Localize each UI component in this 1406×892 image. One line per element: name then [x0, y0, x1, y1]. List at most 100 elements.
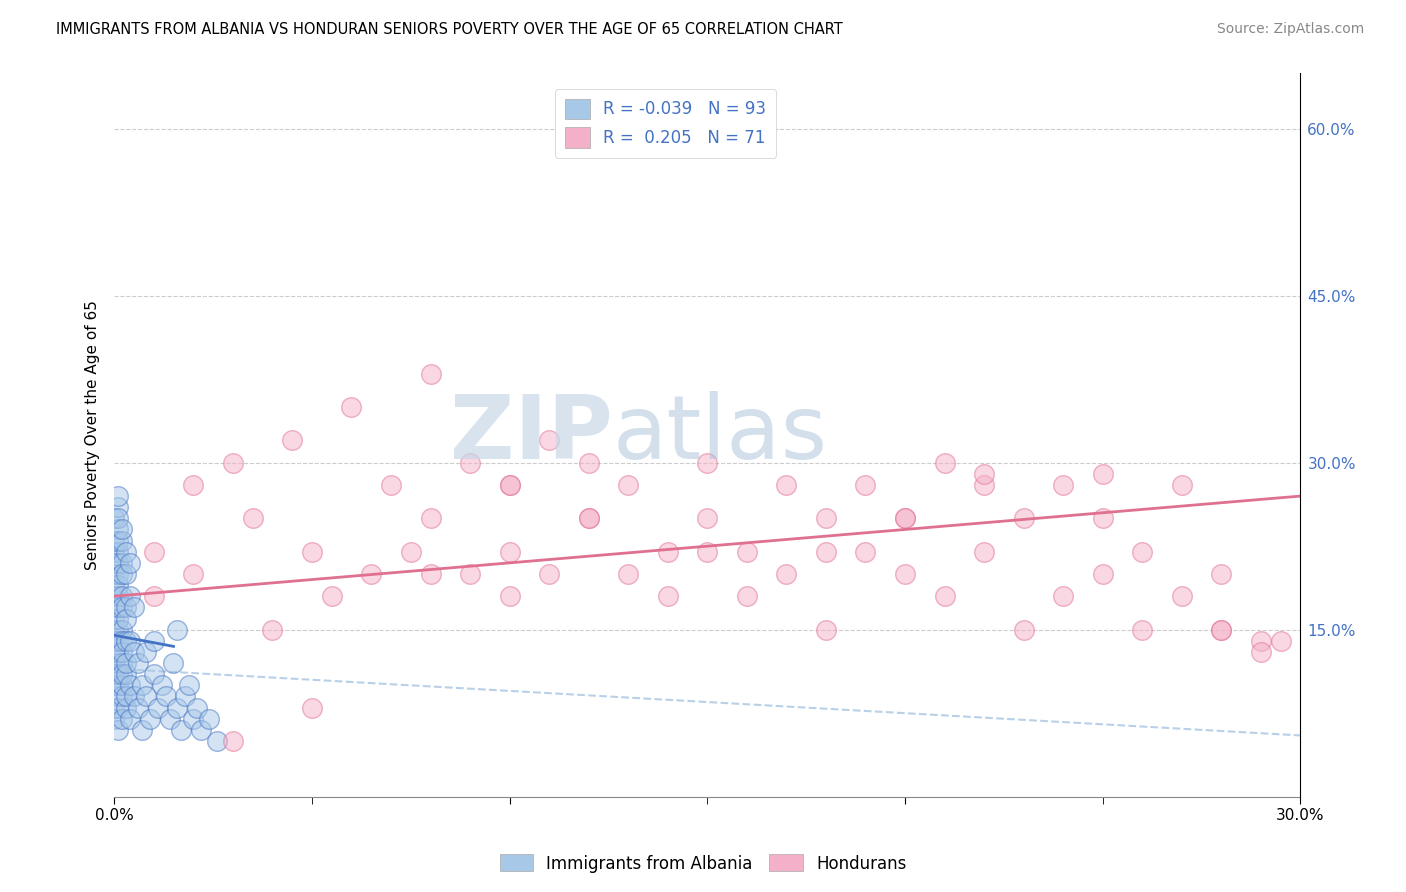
- Point: [1091, 467, 1114, 481]
- Point: [775, 478, 797, 492]
- Point: [170, 723, 193, 737]
- Point: [578, 511, 600, 525]
- Point: [131, 678, 153, 692]
- Point: [127, 656, 149, 670]
- Point: [107, 545, 129, 559]
- Point: [166, 623, 188, 637]
- Point: [103, 712, 125, 726]
- Point: [281, 434, 304, 448]
- Point: [1250, 645, 1272, 659]
- Point: [103, 667, 125, 681]
- Point: [1211, 623, 1233, 637]
- Point: [111, 600, 134, 615]
- Point: [111, 589, 134, 603]
- Point: [222, 734, 245, 748]
- Point: [107, 578, 129, 592]
- Y-axis label: Seniors Poverty Over the Age of 65: Seniors Poverty Over the Age of 65: [86, 300, 100, 570]
- Point: [190, 723, 212, 737]
- Point: [1052, 589, 1074, 603]
- Point: [498, 545, 520, 559]
- Point: [617, 566, 640, 581]
- Point: [107, 556, 129, 570]
- Point: [115, 633, 138, 648]
- Point: [111, 678, 134, 692]
- Point: [115, 690, 138, 704]
- Point: [107, 611, 129, 625]
- Point: [107, 700, 129, 714]
- Point: [360, 566, 382, 581]
- Point: [107, 589, 129, 603]
- Point: [139, 712, 162, 726]
- Point: [814, 545, 837, 559]
- Point: [107, 723, 129, 737]
- Point: [103, 623, 125, 637]
- Point: [340, 400, 363, 414]
- Point: [127, 700, 149, 714]
- Point: [1091, 566, 1114, 581]
- Point: [174, 690, 197, 704]
- Point: [142, 545, 165, 559]
- Point: [1171, 589, 1194, 603]
- Point: [934, 456, 956, 470]
- Text: atlas: atlas: [613, 392, 828, 478]
- Point: [155, 690, 177, 704]
- Point: [115, 611, 138, 625]
- Point: [1211, 623, 1233, 637]
- Point: [735, 545, 758, 559]
- Text: ZIP: ZIP: [450, 392, 613, 478]
- Point: [111, 523, 134, 537]
- Point: [1270, 633, 1292, 648]
- Point: [107, 489, 129, 503]
- Point: [103, 700, 125, 714]
- Point: [122, 645, 145, 659]
- Point: [103, 656, 125, 670]
- Point: [498, 478, 520, 492]
- Point: [538, 566, 561, 581]
- Point: [111, 556, 134, 570]
- Point: [321, 589, 343, 603]
- Point: [122, 600, 145, 615]
- Point: [118, 633, 141, 648]
- Point: [894, 511, 917, 525]
- Point: [103, 600, 125, 615]
- Point: [814, 623, 837, 637]
- Point: [107, 633, 129, 648]
- Point: [458, 566, 481, 581]
- Point: [301, 545, 323, 559]
- Point: [262, 623, 284, 637]
- Point: [150, 678, 173, 692]
- Point: [107, 600, 129, 615]
- Point: [142, 633, 165, 648]
- Point: [181, 566, 204, 581]
- Point: [1091, 511, 1114, 525]
- Point: [103, 589, 125, 603]
- Point: [419, 566, 441, 581]
- Point: [103, 611, 125, 625]
- Point: [973, 545, 995, 559]
- Point: [696, 456, 718, 470]
- Point: [1012, 511, 1035, 525]
- Point: [696, 511, 718, 525]
- Point: [115, 566, 138, 581]
- Point: [162, 656, 184, 670]
- Point: [107, 656, 129, 670]
- Point: [814, 511, 837, 525]
- Point: [1012, 623, 1035, 637]
- Point: [103, 511, 125, 525]
- Point: [103, 678, 125, 692]
- Point: [894, 511, 917, 525]
- Point: [1130, 545, 1153, 559]
- Point: [115, 545, 138, 559]
- Point: [205, 734, 228, 748]
- Point: [399, 545, 422, 559]
- Point: [107, 623, 129, 637]
- Point: [142, 667, 165, 681]
- Point: [118, 556, 141, 570]
- Point: [131, 723, 153, 737]
- Point: [934, 589, 956, 603]
- Point: [103, 645, 125, 659]
- Point: [111, 533, 134, 548]
- Point: [115, 700, 138, 714]
- Point: [159, 712, 181, 726]
- Point: [735, 589, 758, 603]
